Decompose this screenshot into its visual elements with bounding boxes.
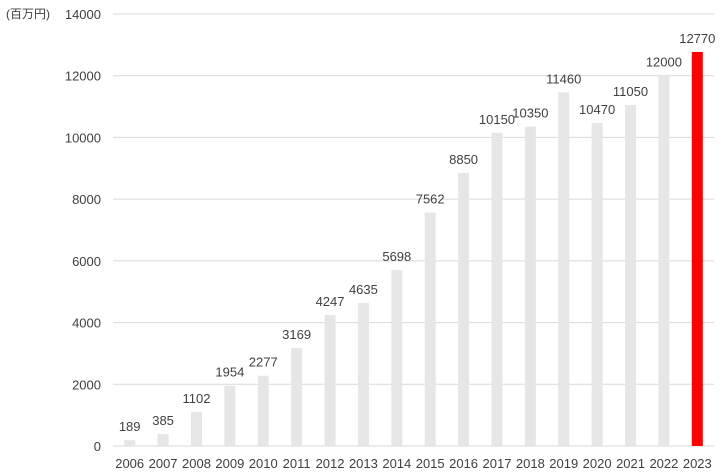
x-tick-label: 2018 — [516, 456, 545, 471]
x-tick-label: 2016 — [449, 456, 478, 471]
x-tick-label: 2008 — [182, 456, 211, 471]
x-tick-label: 2019 — [549, 456, 578, 471]
x-tick-label: 2013 — [349, 456, 378, 471]
y-tick-label: 12000 — [65, 69, 101, 84]
y-tick-label: 4000 — [72, 316, 101, 331]
data-label: 8850 — [449, 152, 478, 167]
bar-2017 — [491, 132, 503, 447]
bar-2011 — [291, 348, 303, 446]
data-label: 10470 — [579, 102, 615, 117]
data-label: 10350 — [512, 106, 548, 121]
data-label: 189 — [119, 419, 141, 434]
x-tick-label: 2022 — [649, 456, 678, 471]
bar-2018 — [524, 126, 536, 446]
bar-2014 — [391, 270, 403, 446]
x-tick-label: 2007 — [149, 456, 178, 471]
bar-2019 — [558, 92, 570, 447]
gridlines — [113, 13, 714, 447]
data-labels: 189 385 1102 1954 2277 3169 4247 4635 5698 7562 88… — [119, 31, 716, 434]
y-tick-label: 10000 — [65, 130, 101, 145]
x-tick-label: 2020 — [583, 456, 612, 471]
x-tick-label: 2015 — [416, 456, 445, 471]
x-tick-label: 2012 — [316, 456, 345, 471]
bar-2021 — [625, 105, 637, 447]
data-label: 4635 — [349, 282, 378, 297]
bar-2023 — [691, 51, 703, 446]
y-axis-unit-label: (百万円) — [6, 7, 50, 21]
data-label: 4247 — [316, 294, 345, 309]
bar-2008 — [190, 411, 202, 446]
bar-2010 — [257, 375, 269, 446]
bar-2022 — [658, 75, 670, 446]
data-label: 385 — [152, 413, 174, 428]
x-axis-ticks: 2006 2007 2008 2009 2010 2011 2012 2013 2014 2015… — [115, 456, 712, 471]
x-tick-label: 2006 — [115, 456, 144, 471]
bar-2016 — [458, 172, 470, 446]
data-label: 7562 — [416, 192, 445, 207]
x-tick-label: 2011 — [283, 456, 311, 471]
y-tick-label: 0 — [94, 439, 101, 454]
bars — [124, 51, 703, 447]
bar-2020 — [591, 122, 603, 446]
bar-2009 — [224, 385, 236, 446]
y-tick-label: 2000 — [72, 377, 101, 392]
bar-2006 — [124, 440, 136, 446]
data-label: 3169 — [282, 327, 311, 342]
data-label: 1954 — [215, 365, 244, 380]
x-tick-label: 2023 — [683, 456, 712, 471]
bar-2015 — [424, 212, 436, 446]
y-tick-label: 6000 — [72, 254, 101, 269]
x-tick-label: 2021 — [616, 456, 645, 471]
data-label: 10150 — [479, 112, 515, 127]
data-label: 12000 — [646, 55, 682, 70]
y-axis-ticks: 0 2000 4000 6000 8000 10000 12000 14000 — [65, 7, 101, 454]
x-tick-label: 2017 — [483, 456, 512, 471]
data-label: 12770 — [679, 31, 715, 46]
y-tick-label: 14000 — [65, 7, 101, 22]
x-tick-label: 2009 — [215, 456, 244, 471]
bar-2007 — [157, 434, 169, 446]
data-label: 2277 — [249, 355, 278, 370]
bar-2012 — [324, 314, 336, 446]
bar-2013 — [357, 302, 369, 446]
data-label: 1102 — [182, 391, 210, 406]
x-tick-label: 2010 — [249, 456, 278, 471]
x-tick-label: 2014 — [382, 456, 411, 471]
data-label: 5698 — [382, 249, 411, 264]
data-label: 11460 — [546, 71, 581, 86]
data-label: 11050 — [613, 84, 648, 99]
y-tick-label: 8000 — [72, 192, 101, 207]
